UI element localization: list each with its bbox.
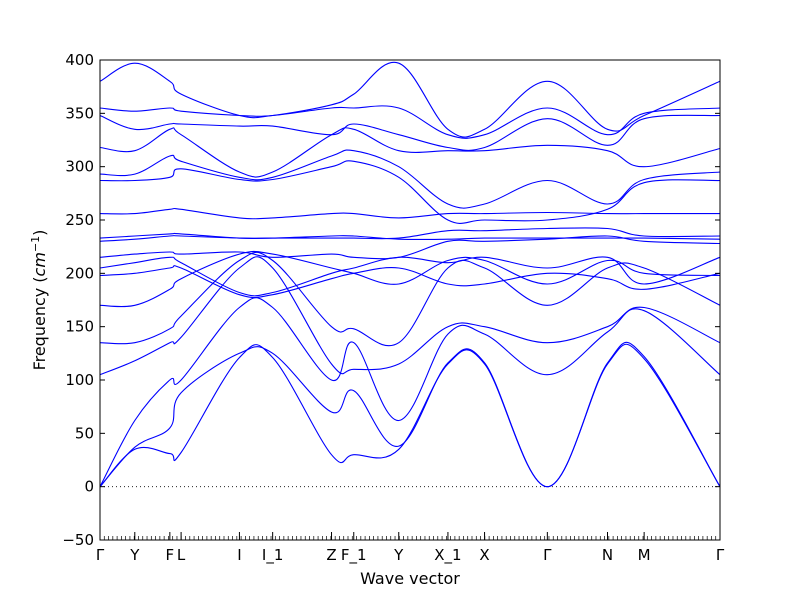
band-10 — [99, 235, 721, 242]
y-tick-label: 350 — [65, 104, 94, 122]
y-tick-label: −50 — [62, 531, 94, 549]
x-tick-label: Γ — [543, 546, 552, 564]
band-13 — [99, 160, 721, 224]
x-tick-label: F_1 — [341, 546, 367, 565]
x-tick-label: Γ — [716, 546, 725, 564]
x-tick-label: X_1 — [434, 546, 461, 565]
y-axis-unit-exp: −1 — [29, 236, 42, 252]
x-tick-label: N — [602, 546, 613, 564]
band-5 — [99, 251, 721, 347]
x-axis: Γ Y F L I I_1 Z F_1 Y X_1 X Γ N M Γ — [96, 532, 725, 565]
band-11 — [99, 227, 721, 240]
x-tick-label: F — [166, 546, 175, 564]
band-16 — [99, 114, 721, 151]
y-axis-label-text: Frequency — [30, 288, 49, 371]
x-tick-label: X — [479, 546, 489, 564]
y-tick-label: 400 — [65, 51, 94, 69]
y-tick-label: 150 — [65, 318, 94, 336]
plot-area — [99, 61, 721, 488]
band-8 — [99, 256, 721, 297]
x-tick-label: I — [237, 546, 241, 564]
y-tick-label: 50 — [75, 424, 94, 442]
y-tick-label: 200 — [65, 264, 94, 282]
band-12 — [99, 207, 720, 220]
y-tick-label: 100 — [65, 371, 94, 389]
x-tick-label: M — [638, 546, 651, 564]
x-tick-label: Y — [129, 546, 140, 564]
band-6 — [99, 250, 721, 308]
band-9 — [99, 235, 721, 260]
band-18 — [99, 61, 721, 138]
band-4 — [99, 256, 721, 376]
x-tick-label: I_1 — [262, 546, 283, 565]
y-tick-label: 0 — [84, 478, 94, 496]
band-15 — [99, 127, 721, 178]
band-14 — [99, 149, 721, 209]
band-3 — [99, 297, 721, 487]
x-tick-label: Z — [326, 546, 336, 564]
y-tick-label: 250 — [65, 211, 94, 229]
y-axis-unit: cm — [30, 252, 49, 276]
y-axis-label: Frequency (cm−1) — [29, 230, 50, 371]
band-17 — [99, 105, 721, 139]
plot-frame — [99, 59, 721, 541]
x-axis-label: Wave vector — [360, 569, 460, 588]
x-tick-label: Y — [393, 546, 404, 564]
y-axis: −50 0 50 100 150 200 250 300 350 400 — [62, 51, 720, 549]
x-tick-label: L — [177, 546, 186, 564]
y-tick-label: 300 — [65, 158, 94, 176]
band-7 — [99, 265, 721, 299]
x-tick-label: Γ — [96, 546, 105, 564]
band-2 — [99, 341, 721, 488]
